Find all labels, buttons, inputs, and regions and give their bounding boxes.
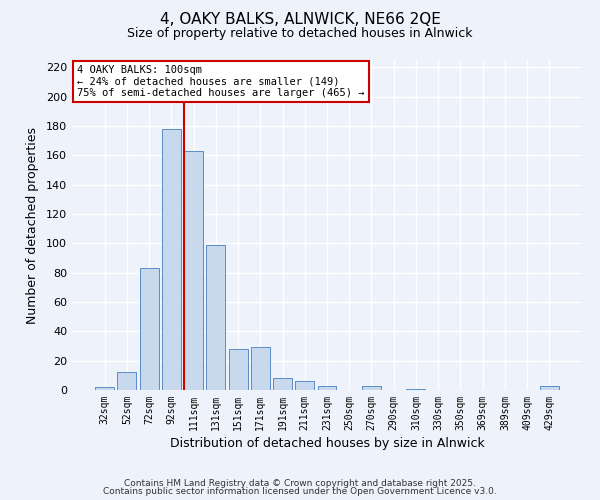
Bar xyxy=(95,387,114,390)
Bar xyxy=(229,349,248,390)
X-axis label: Distribution of detached houses by size in Alnwick: Distribution of detached houses by size … xyxy=(170,437,484,450)
Bar xyxy=(206,245,225,390)
Bar xyxy=(184,151,203,390)
Text: Contains public sector information licensed under the Open Government Licence v3: Contains public sector information licen… xyxy=(103,488,497,496)
Bar xyxy=(140,268,158,390)
Bar xyxy=(295,381,314,390)
Bar xyxy=(273,378,292,390)
Text: Size of property relative to detached houses in Alnwick: Size of property relative to detached ho… xyxy=(127,28,473,40)
Y-axis label: Number of detached properties: Number of detached properties xyxy=(26,126,39,324)
Bar xyxy=(251,348,270,390)
Text: 4, OAKY BALKS, ALNWICK, NE66 2QE: 4, OAKY BALKS, ALNWICK, NE66 2QE xyxy=(160,12,440,28)
Bar xyxy=(406,388,425,390)
Text: Contains HM Land Registry data © Crown copyright and database right 2025.: Contains HM Land Registry data © Crown c… xyxy=(124,478,476,488)
Text: 4 OAKY BALKS: 100sqm
← 24% of detached houses are smaller (149)
75% of semi-deta: 4 OAKY BALKS: 100sqm ← 24% of detached h… xyxy=(77,65,365,98)
Bar xyxy=(317,386,337,390)
Bar xyxy=(362,386,381,390)
Bar xyxy=(540,386,559,390)
Bar xyxy=(162,129,181,390)
Bar xyxy=(118,372,136,390)
